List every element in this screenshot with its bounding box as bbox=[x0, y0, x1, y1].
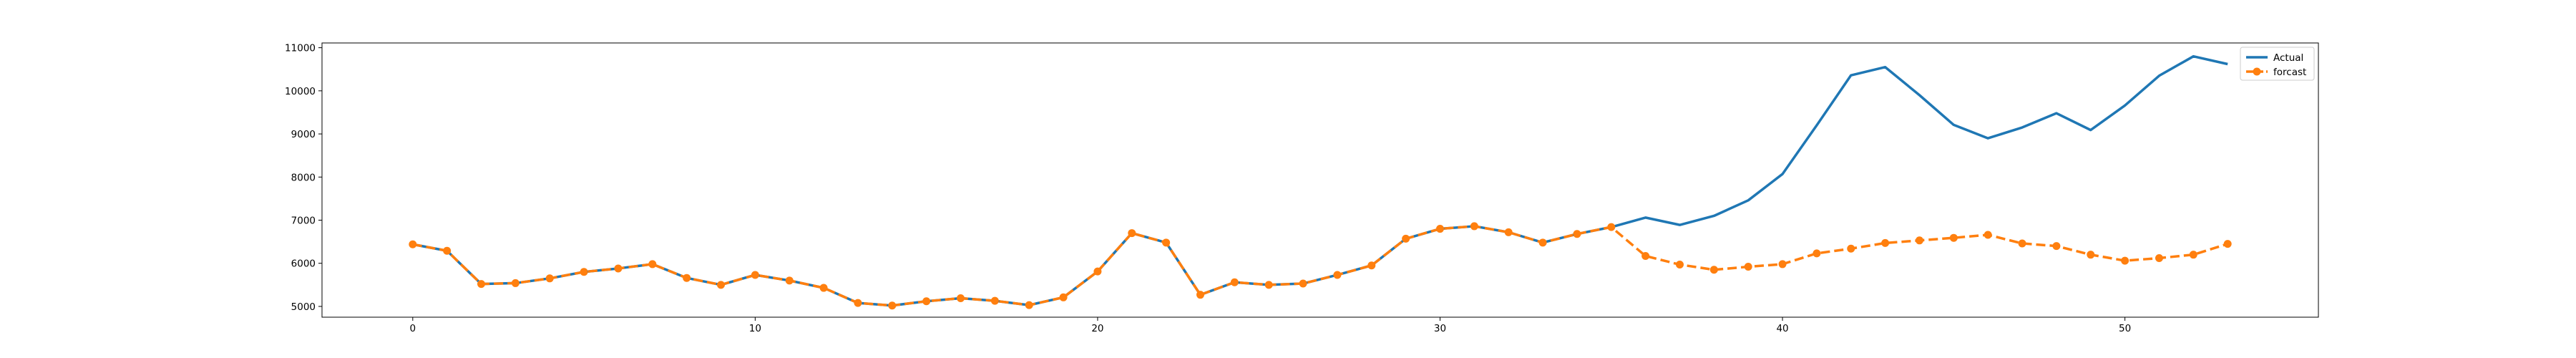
data-point-forcast bbox=[2121, 256, 2129, 265]
data-point-forcast bbox=[1984, 231, 1992, 239]
data-point-forcast bbox=[1230, 278, 1239, 286]
data-point-forcast bbox=[1264, 281, 1273, 289]
data-point-forcast bbox=[1813, 249, 1821, 258]
data-point-forcast bbox=[1881, 238, 1890, 247]
legend-label-forcast: forcast bbox=[2273, 67, 2306, 78]
data-point-forcast bbox=[1025, 301, 1033, 309]
y-tick-label: 5000 bbox=[291, 301, 316, 313]
data-point-forcast bbox=[957, 294, 965, 303]
data-point-forcast bbox=[409, 240, 417, 248]
data-point-forcast bbox=[2155, 253, 2163, 262]
x-axis: 0 10 20 30 40 50 bbox=[410, 317, 2131, 334]
x-tick-label: 0 bbox=[410, 323, 416, 334]
y-tick-label: 8000 bbox=[291, 172, 316, 183]
data-point-forcast bbox=[580, 268, 588, 276]
data-point-forcast bbox=[819, 284, 828, 292]
data-point-forcast bbox=[1093, 267, 1102, 276]
data-point-forcast bbox=[1573, 230, 1581, 238]
data-point-forcast bbox=[614, 264, 623, 273]
series-layer bbox=[409, 54, 2232, 310]
data-point-forcast bbox=[1128, 229, 1136, 238]
data-point-forcast bbox=[1435, 225, 1444, 233]
data-point-forcast bbox=[1641, 251, 1650, 260]
data-point-forcast bbox=[477, 280, 486, 289]
data-point-forcast bbox=[1299, 279, 1307, 288]
legend: Actual forcast bbox=[2240, 47, 2315, 81]
data-point-forcast bbox=[2223, 240, 2232, 248]
data-point-forcast bbox=[1333, 271, 1342, 279]
y-axis: 5000 6000 7000 8000 9000 10000 11000 bbox=[285, 43, 322, 313]
y-tick-label: 7000 bbox=[291, 216, 316, 227]
data-point-forcast bbox=[751, 271, 759, 279]
x-tick-label: 10 bbox=[749, 323, 761, 334]
legend-marker-forcast bbox=[2253, 67, 2261, 76]
data-point-forcast bbox=[1915, 236, 1923, 245]
data-point-forcast bbox=[511, 279, 519, 287]
data-point-forcast bbox=[854, 299, 862, 307]
legend-label-actual: Actual bbox=[2273, 52, 2303, 64]
data-point-forcast bbox=[683, 274, 691, 282]
data-point-forcast bbox=[1847, 244, 1855, 253]
series-line-forcast bbox=[412, 225, 2228, 307]
data-point-forcast bbox=[785, 276, 794, 285]
data-point-forcast bbox=[1162, 238, 1171, 247]
y-tick-label: 9000 bbox=[291, 129, 316, 140]
data-point-forcast bbox=[1196, 291, 1205, 299]
data-point-forcast bbox=[2018, 239, 2026, 248]
x-tick-label: 50 bbox=[2119, 323, 2131, 334]
data-point-forcast bbox=[1778, 260, 1787, 268]
data-point-forcast bbox=[1538, 238, 1547, 247]
x-tick-label: 20 bbox=[1091, 323, 1103, 334]
data-point-forcast bbox=[1402, 234, 1410, 243]
data-point-forcast bbox=[1607, 223, 1616, 231]
data-point-forcast bbox=[990, 296, 999, 305]
x-tick-label: 30 bbox=[1434, 323, 1446, 334]
data-point-forcast bbox=[1504, 228, 1513, 236]
data-point-forcast bbox=[888, 301, 897, 310]
data-point-forcast bbox=[1470, 222, 1478, 231]
data-point-forcast bbox=[2052, 242, 2061, 251]
data-point-forcast bbox=[1949, 233, 1958, 242]
data-point-forcast bbox=[1744, 263, 1752, 271]
data-point-forcast bbox=[1059, 293, 1068, 301]
plot-frame bbox=[321, 42, 2319, 318]
data-point-forcast bbox=[1709, 266, 1718, 274]
y-tick-label: 10000 bbox=[285, 86, 316, 97]
y-tick-label: 11000 bbox=[285, 43, 316, 54]
data-point-forcast bbox=[443, 246, 452, 255]
data-point-forcast bbox=[2189, 251, 2197, 259]
data-point-forcast bbox=[648, 260, 657, 268]
y-tick-label: 6000 bbox=[291, 258, 316, 270]
data-point-forcast bbox=[717, 281, 726, 289]
data-point-forcast bbox=[1675, 261, 1684, 269]
data-point-forcast bbox=[922, 297, 931, 306]
data-point-forcast bbox=[545, 274, 554, 283]
x-tick-label: 40 bbox=[1776, 323, 1788, 334]
data-point-forcast bbox=[2087, 251, 2095, 259]
data-point-forcast bbox=[1367, 261, 1376, 270]
